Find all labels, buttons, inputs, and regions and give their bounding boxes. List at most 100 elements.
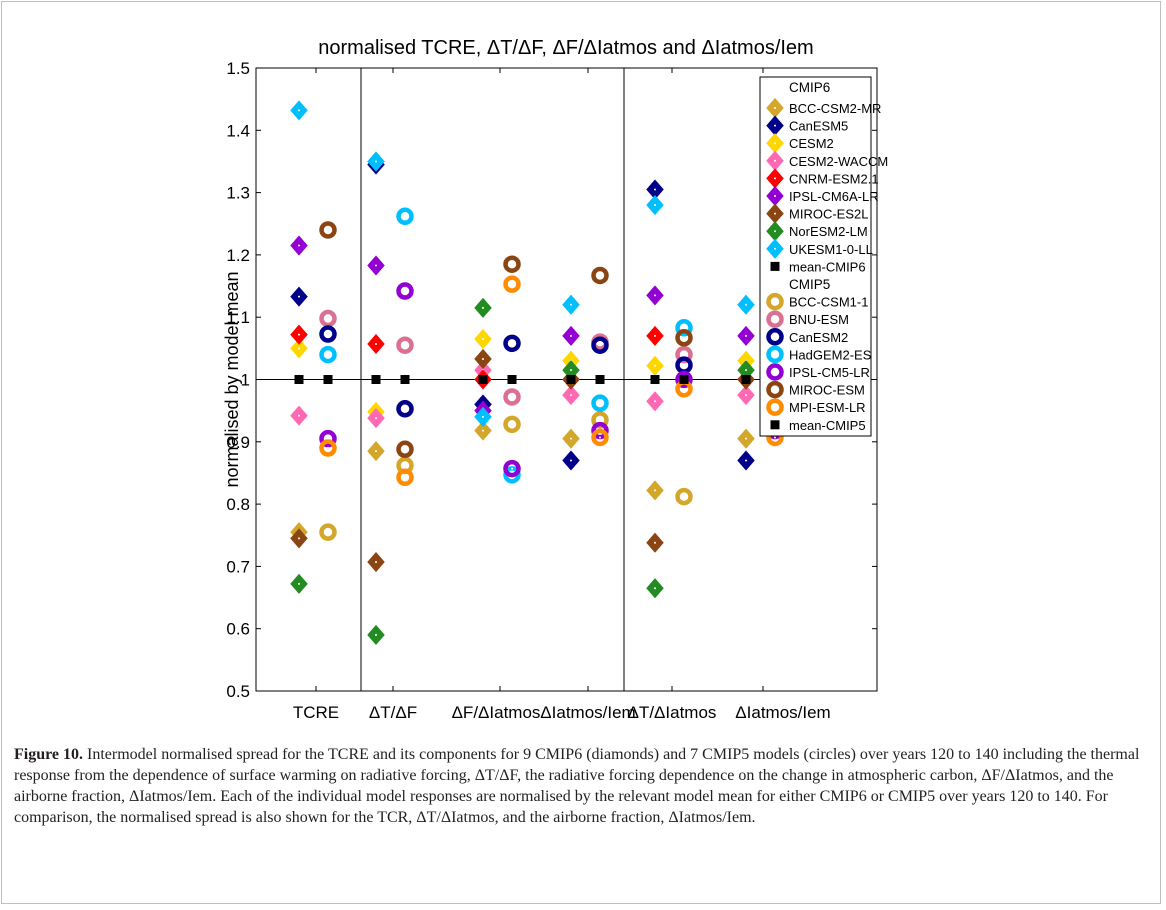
legend-entry: CESM2 [789, 136, 834, 151]
cmip6-point-center [745, 334, 747, 337]
legend-cmip5-marker-center [774, 388, 776, 391]
legend-cmip5-marker-center [774, 335, 776, 338]
cmip5-point-center [683, 336, 685, 339]
cmip6-point-center [654, 587, 656, 590]
cmip5-point-center [511, 283, 513, 286]
cmip5-point-center [327, 531, 329, 534]
cmip5-point-center [683, 387, 685, 390]
mean-cmip5-marker [400, 375, 410, 384]
cmip5-point [591, 394, 609, 412]
cmip6-point-center [298, 537, 300, 540]
cmip5-point [675, 319, 693, 337]
cmip6-point-center [482, 306, 484, 309]
cmip6-point-center [745, 437, 747, 440]
y-tick-label: 1 [241, 371, 250, 390]
cmip6-point-center [298, 244, 300, 247]
cmip5-point [319, 523, 337, 541]
cmip6-point-center [375, 561, 377, 564]
legend-entry: mean-CMIP5 [789, 418, 866, 433]
x-category-label: TCRE [293, 703, 339, 722]
cmip5-point-center [404, 464, 406, 467]
cmip6-point-center [654, 489, 656, 492]
cmip5-point-center [511, 263, 513, 266]
y-tick-label: 0.5 [226, 682, 250, 701]
cmip5-point-center [404, 407, 406, 410]
cmip5-point [675, 329, 693, 347]
cmip5-point [319, 325, 337, 343]
mean-cmip6-marker [478, 375, 488, 384]
legend-cmip5-marker [766, 328, 784, 346]
legend-cmip5-marker-center [774, 406, 776, 409]
legend-cmip5-marker [766, 398, 784, 416]
y-axis-label: normalised by model mean [222, 271, 242, 487]
x-category-label: ΔF/ΔIatmos [452, 703, 541, 722]
y-tick-label: 1.1 [226, 308, 250, 327]
cmip6-point-center [745, 394, 747, 397]
legend-entry: IPSL-CM5-LR [789, 365, 870, 380]
cmip6-point-center [654, 334, 656, 337]
cmip6-point-center [482, 415, 484, 418]
cmip5-point-center [404, 290, 406, 293]
legend-title-cmip5: CMIP5 [789, 277, 830, 292]
mean-cmip6-marker [371, 375, 381, 384]
cmip6-point-center [375, 417, 377, 420]
cmip5-point-center [404, 448, 406, 451]
legend-cmip5-marker [766, 345, 784, 364]
cmip5-point-center [599, 402, 601, 405]
cmip5-point-center [327, 333, 329, 336]
legend-entry: MIROC-ES2L [789, 207, 868, 222]
legend-title-cmip6: CMIP6 [789, 80, 830, 95]
legend-entry: NorESM2-LM [789, 224, 868, 239]
mean-cmip6-marker [650, 375, 660, 384]
scatter-chart: 0.5 0.6 0.7 0.8 0.9 1 1.1 1.2 1.3 1.4 1.5 normalise… [222, 37, 888, 722]
cmip6-point-center [570, 334, 572, 337]
legend-cmip6-marker-center [774, 142, 776, 145]
cmip6-point-center [375, 450, 377, 453]
cmip6-point-center [570, 303, 572, 306]
cmip5-point [396, 440, 414, 459]
legend-entry: mean-CMIP6 [789, 259, 866, 274]
cmip6-point-center [570, 369, 572, 372]
mean-cmip5-marker [595, 375, 605, 384]
cmip5-point [591, 428, 609, 447]
cmip5-point [319, 221, 337, 239]
y-tick-label: 0.8 [226, 495, 250, 514]
legend-cmip5-marker-center [774, 353, 776, 356]
cmip5-point-center [404, 215, 406, 218]
legend-cmip5-marker [766, 380, 784, 399]
cmip5-point [503, 275, 521, 293]
cmip6-point-center [482, 338, 484, 341]
cmip5-point-center [511, 423, 513, 426]
x-category-label: ΔT/ΔIatmos [628, 703, 717, 722]
caption-text: Intermodel normalised spread for the TCR… [14, 746, 1140, 826]
cmip5-point [503, 459, 521, 478]
cmip5-point-center [599, 418, 601, 421]
y-tick-label: 0.6 [226, 620, 250, 639]
cmip5-point-center [683, 326, 685, 329]
y-tick-label: 1.4 [226, 121, 250, 140]
legend-cmip5-marker-center [774, 371, 776, 373]
cmip5-point [396, 468, 414, 487]
legend-entry: BCC-CSM2-MR [789, 101, 881, 116]
cmip5-point [396, 336, 414, 354]
legend-cmip6-marker-center [774, 230, 776, 233]
cmip5-point [675, 345, 693, 364]
legend-cmip5-marker [766, 310, 784, 328]
legend-cmip6-marker-center [774, 177, 776, 180]
cmip5-point-center [404, 476, 406, 479]
x-category-label: ΔIatmos/Iem [735, 703, 830, 722]
legend-entry: HadGEM2-ES [789, 347, 872, 362]
figure-caption: Figure 10. Intermodel normalised spread … [14, 744, 1154, 828]
cmip5-point-center [327, 437, 329, 440]
cmip5-point-center [599, 344, 601, 347]
legend-cmip6-marker-center [774, 107, 776, 109]
y-tick-label: 1.5 [226, 59, 250, 78]
cmip5-point-center [327, 447, 329, 450]
caption-label: Figure 10. [14, 746, 84, 763]
cmip6-point-center [298, 109, 300, 112]
mean-cmip5-marker [323, 375, 333, 384]
legend-entry: CanESM2 [789, 330, 848, 345]
legend-entry: CESM2-WACCM [789, 154, 888, 169]
cmip6-point-center [570, 437, 572, 440]
cmip6-point-center [375, 160, 377, 163]
